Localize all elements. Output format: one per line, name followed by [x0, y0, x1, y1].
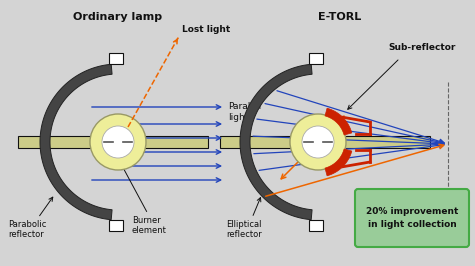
Polygon shape: [40, 64, 112, 220]
Bar: [220, 136, 430, 148]
Text: Parabolic
reflector: Parabolic reflector: [8, 220, 47, 239]
Text: 20% improvement
in light collection: 20% improvement in light collection: [366, 207, 458, 229]
Circle shape: [90, 114, 146, 170]
Polygon shape: [325, 108, 352, 135]
Circle shape: [102, 126, 134, 158]
Text: Burner
element: Burner element: [132, 216, 167, 235]
Bar: [309, 53, 323, 64]
Text: Parallel
light: Parallel light: [228, 102, 261, 122]
Text: Lost light: Lost light: [182, 25, 230, 34]
Bar: [309, 220, 323, 231]
Circle shape: [290, 114, 346, 170]
Text: Ordinary lamp: Ordinary lamp: [74, 12, 162, 22]
Bar: [18, 136, 208, 148]
Text: Sub-reflector: Sub-reflector: [388, 43, 456, 52]
Circle shape: [302, 126, 334, 158]
Text: Elliptical
reflector: Elliptical reflector: [226, 220, 262, 239]
FancyBboxPatch shape: [355, 189, 469, 247]
Text: E-TORL: E-TORL: [318, 12, 361, 22]
Polygon shape: [325, 149, 352, 176]
Bar: [109, 220, 123, 231]
Polygon shape: [240, 64, 312, 220]
Bar: [109, 53, 123, 64]
